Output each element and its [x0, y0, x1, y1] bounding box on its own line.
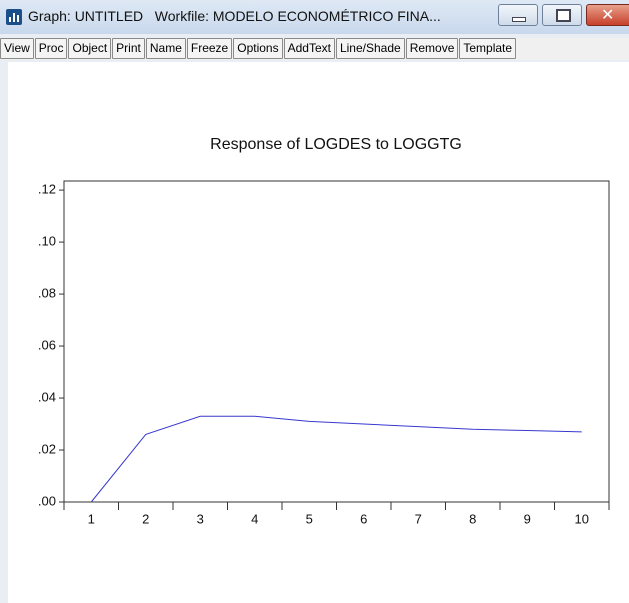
x-tick-label: 1: [88, 511, 95, 526]
app-icon: [6, 9, 22, 25]
toolbar: View Proc Object Print Name Freeze Options AddT…: [0, 38, 629, 60]
x-tick-label: 2: [142, 511, 149, 526]
toolbar-button[interactable]: AddText: [283, 38, 335, 59]
y-tick-label: .06: [38, 337, 56, 352]
x-tick-label: 7: [415, 511, 422, 526]
x-tick-label: 5: [306, 511, 313, 526]
toolbar-button[interactable]: Print: [112, 38, 145, 59]
plot-frame: [63, 180, 610, 503]
y-tick-label: .10: [38, 234, 56, 249]
title-bar: Graph: UNTITLED Workfile: MODELO ECONOMÉ…: [0, 0, 629, 34]
x-tick-label: 6: [360, 511, 367, 526]
y-tick-label: .08: [38, 286, 56, 301]
minimize-button[interactable]: [498, 4, 538, 26]
maximize-button[interactable]: [542, 4, 582, 26]
y-tick-label: .04: [38, 389, 56, 404]
toolbar-button[interactable]: Options: [233, 38, 283, 59]
close-button[interactable]: ✕: [586, 4, 629, 26]
x-tick-label: 10: [575, 511, 589, 526]
y-tick-label: .12: [38, 182, 56, 197]
toolbar-button[interactable]: Name: [145, 38, 186, 59]
toolbar-button[interactable]: Object: [68, 38, 112, 59]
y-tick-label: .02: [38, 441, 56, 456]
toolbar-button[interactable]: Line/Shade: [335, 38, 405, 59]
toolbar-button[interactable]: Remove: [405, 38, 459, 59]
window-title: Graph: UNTITLED Workfile: MODELO ECONOMÉ…: [28, 8, 441, 24]
toolbar-button[interactable]: Freeze: [186, 38, 233, 59]
y-tick-label: .00: [38, 493, 56, 508]
chart-title: Response of LOGDES to LOGGTG: [210, 136, 462, 153]
toolbar-button[interactable]: Proc: [34, 38, 68, 59]
x-tick-label: 9: [524, 511, 531, 526]
x-tick-label: 8: [469, 511, 476, 526]
series-line: [90, 415, 582, 503]
x-tick-label: 4: [251, 511, 258, 526]
toolbar-button[interactable]: Template: [459, 38, 517, 59]
toolbar-button[interactable]: View: [0, 38, 34, 59]
x-tick-label: 3: [197, 511, 204, 526]
